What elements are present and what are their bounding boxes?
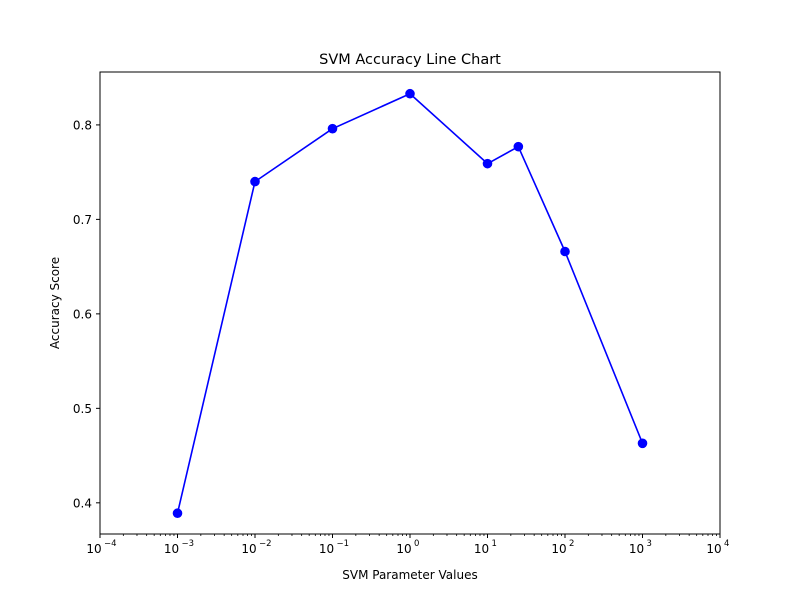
x-tick-exponent: −4 [104,539,117,549]
x-tick-label: 10 [396,542,411,556]
x-tick-label: 10 [629,542,644,556]
x-tick-label: 10 [551,542,566,556]
x-tick-label: 10 [474,542,489,556]
x-tick-exponent: −3 [182,539,195,549]
x-tick-exponent: −2 [259,539,272,549]
y-tick-label: 0.4 [73,496,92,510]
data-point [560,246,570,257]
data-point [513,141,524,152]
data-point [637,438,648,449]
x-tick-exponent: 0 [414,539,419,549]
x-tick-label: 10 [241,542,256,556]
y-tick-label: 0.6 [73,307,92,321]
x-tick-exponent: 2 [569,539,574,549]
x-tick-exponent: 3 [647,539,652,549]
x-tick-label: 10 [164,542,179,556]
x-axis-label: SVM Parameter Values [342,568,477,582]
y-tick-label: 0.7 [73,213,92,227]
data-point [250,176,260,187]
series-line [176,92,644,514]
x-tick-exponent: 1 [492,539,497,549]
x-tick-exponent: 4 [724,539,729,549]
x-tick-label: 10 [319,542,334,556]
x-tick-label: 10 [86,542,101,556]
data-point [327,123,338,134]
data-point [482,158,493,169]
data-point [405,88,415,99]
x-tick-label: 10 [706,542,721,556]
data-point [172,508,183,519]
chart-title: SVM Accuracy Line Chart [319,52,501,68]
y-tick-label: 0.5 [73,402,92,416]
plot-area: 0.40.50.60.70.810 −4 10 −3 10 −2 10 −1 10 0 10 1 10 2… [73,71,729,556]
x-tick-exponent: −1 [337,539,350,549]
y-axis-label: Accuracy Score [48,257,62,349]
y-tick-label: 0.8 [73,118,92,132]
